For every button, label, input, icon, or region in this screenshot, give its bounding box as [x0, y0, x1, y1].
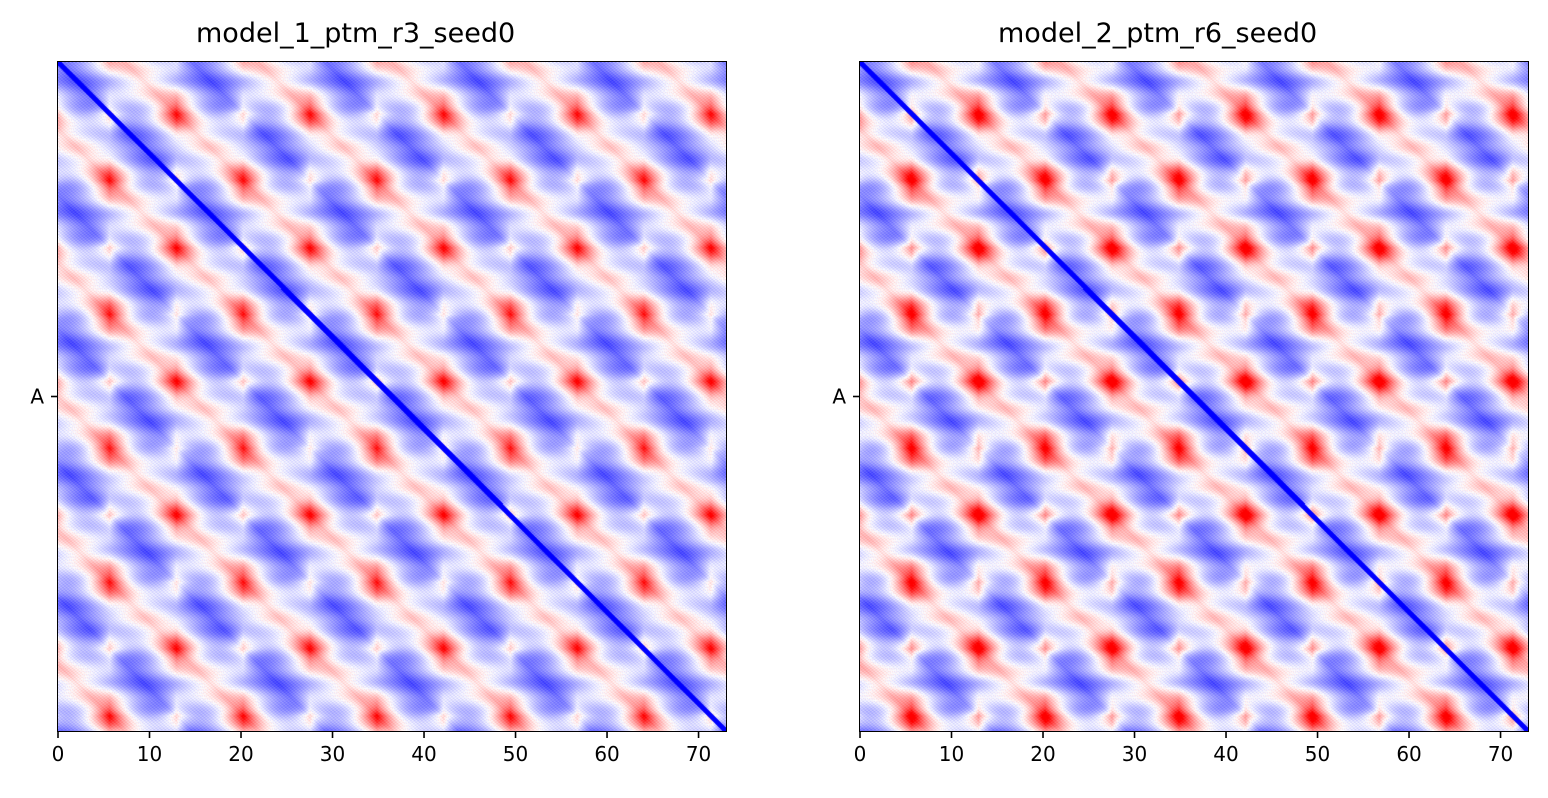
- axes: 0 10 20 30 40 50 60 70 A: [832, 385, 1513, 767]
- x-tick-label: 40: [411, 742, 436, 766]
- pae-heatmap: [58, 62, 726, 731]
- y-tick-label: A: [30, 385, 44, 409]
- x-tick-label: 20: [228, 742, 253, 766]
- x-tick-label: 60: [594, 742, 619, 766]
- pae-panel-model-2: model_2_ptm_r6_seed0 0 10 20 30 40 50 60 70 A: [801, 0, 1548, 798]
- x-tick-label: 50: [503, 742, 528, 766]
- chart-title: model_1_ptm_r3_seed0: [196, 18, 516, 49]
- x-tick-label: 40: [1213, 742, 1238, 766]
- x-tick-label: 0: [52, 742, 65, 766]
- x-tick-label: 10: [939, 742, 964, 766]
- pae-heatmap: [860, 62, 1528, 731]
- x-tick-label: 70: [686, 742, 711, 766]
- axes: 0 10 20 30 40 50 60 70 A: [30, 385, 711, 767]
- x-tick-label: 30: [320, 742, 345, 766]
- x-tick-label: 70: [1488, 742, 1513, 766]
- x-tick-label: 60: [1396, 742, 1421, 766]
- x-tick-label: 0: [854, 742, 867, 766]
- x-tick-label: 50: [1305, 742, 1330, 766]
- x-tick-label: 20: [1030, 742, 1055, 766]
- x-tick-label: 30: [1122, 742, 1147, 766]
- x-tick-label: 10: [137, 742, 162, 766]
- pae-panel-model-1: model_1_ptm_r3_seed0 0 10 20 30 40 50 60 70 A: [30, 18, 727, 767]
- y-tick-label: A: [832, 385, 846, 409]
- chart-title: model_2_ptm_r6_seed0: [998, 18, 1318, 49]
